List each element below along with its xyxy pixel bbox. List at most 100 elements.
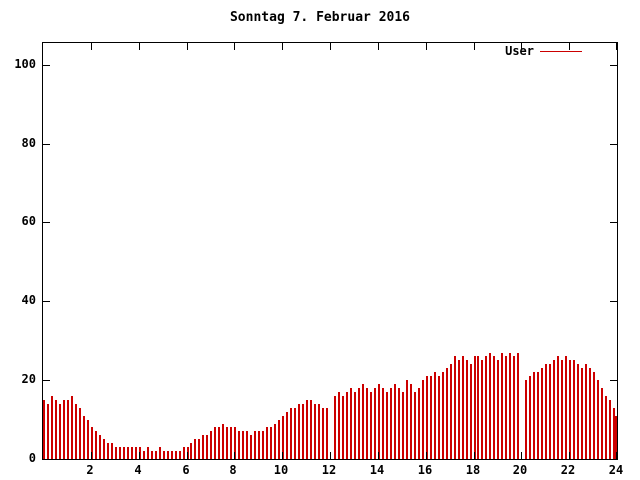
bar — [589, 368, 591, 459]
bar — [179, 451, 181, 459]
bar — [55, 400, 57, 459]
bar — [67, 400, 69, 459]
bar — [474, 356, 476, 459]
bar — [302, 404, 304, 459]
tick-mark — [569, 43, 570, 50]
bar — [274, 424, 276, 459]
bar — [63, 400, 65, 459]
tick-mark — [521, 43, 522, 50]
tick-mark — [426, 452, 427, 459]
bar — [171, 451, 173, 459]
legend: User — [0, 44, 616, 58]
bar — [119, 447, 121, 459]
bar — [549, 364, 551, 459]
tick-mark — [569, 452, 570, 459]
tick-mark — [139, 43, 140, 50]
bar — [290, 408, 292, 459]
bar — [545, 364, 547, 459]
tick-mark — [616, 43, 617, 50]
bar — [438, 376, 440, 459]
bar — [306, 400, 308, 459]
bar — [51, 396, 53, 459]
bar — [230, 427, 232, 459]
y-tick-label: 0 — [28, 451, 36, 465]
bar — [454, 356, 456, 459]
tick-mark — [330, 43, 331, 50]
bar — [322, 408, 324, 459]
bar — [414, 392, 416, 459]
bar — [214, 427, 216, 459]
bar — [481, 360, 483, 459]
tick-mark — [610, 222, 617, 223]
bar — [613, 408, 615, 459]
bar — [430, 376, 432, 459]
bar — [131, 447, 133, 459]
bar — [111, 443, 113, 459]
bar — [601, 388, 603, 459]
bar — [382, 388, 384, 459]
bar — [202, 435, 204, 459]
bar — [59, 404, 61, 459]
tick-mark — [43, 380, 50, 381]
bar — [470, 364, 472, 459]
tick-mark — [378, 452, 379, 459]
bar — [338, 392, 340, 459]
legend-line-sample — [540, 51, 582, 52]
tick-mark — [43, 65, 50, 66]
bar — [354, 392, 356, 459]
bar — [254, 431, 256, 459]
bar — [258, 431, 260, 459]
x-tick-label: 10 — [273, 463, 289, 477]
bar — [418, 388, 420, 459]
y-tick-label: 60 — [21, 214, 36, 228]
bar — [238, 431, 240, 459]
bar — [99, 435, 101, 459]
bar — [466, 360, 468, 459]
bar — [561, 360, 563, 459]
bar — [577, 364, 579, 459]
bar — [537, 372, 539, 459]
bar — [47, 404, 49, 459]
tick-mark — [610, 65, 617, 66]
bar — [378, 384, 380, 459]
bar — [605, 396, 607, 459]
bar — [127, 447, 129, 459]
x-tick-label: 20 — [512, 463, 528, 477]
bar — [334, 396, 336, 459]
bar — [107, 443, 109, 459]
bar — [485, 356, 487, 459]
bar — [374, 388, 376, 459]
bar — [513, 356, 515, 459]
tick-mark — [43, 144, 50, 145]
bar — [477, 356, 479, 459]
bar — [541, 368, 543, 459]
bar — [246, 431, 248, 459]
bar — [609, 400, 611, 459]
bar — [226, 427, 228, 459]
bar — [135, 447, 137, 459]
y-tick-label: 80 — [21, 136, 36, 150]
bar — [206, 435, 208, 459]
bar — [585, 364, 587, 459]
bar — [75, 404, 77, 459]
bar — [581, 368, 583, 459]
y-tick-label: 100 — [14, 57, 36, 71]
tick-mark — [91, 452, 92, 459]
bar — [398, 388, 400, 459]
bar — [310, 400, 312, 459]
bar — [314, 404, 316, 459]
bar — [573, 360, 575, 459]
bar — [183, 447, 185, 459]
bar — [194, 439, 196, 459]
bar — [597, 380, 599, 459]
bar — [342, 396, 344, 459]
tick-mark — [474, 452, 475, 459]
bar — [43, 400, 45, 459]
tick-mark — [43, 222, 50, 223]
tick-mark — [139, 452, 140, 459]
x-tick-label: 2 — [86, 463, 94, 477]
tick-mark — [282, 452, 283, 459]
bar — [489, 353, 491, 459]
bar — [529, 376, 531, 459]
bar — [593, 372, 595, 459]
